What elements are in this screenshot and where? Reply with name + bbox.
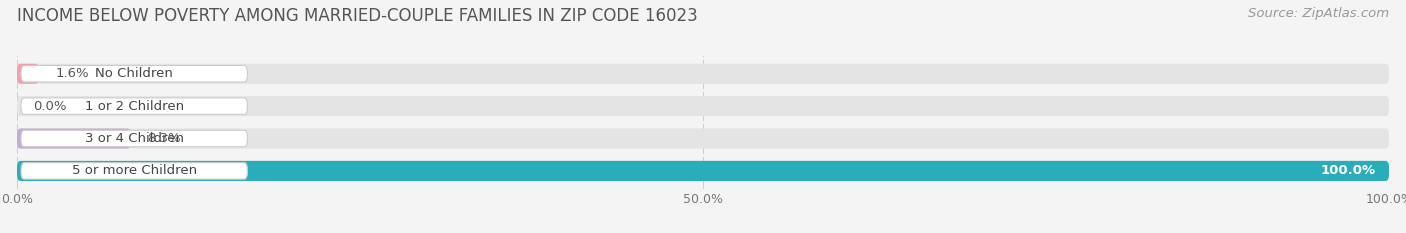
FancyBboxPatch shape (21, 130, 247, 147)
FancyBboxPatch shape (17, 64, 1389, 84)
FancyBboxPatch shape (17, 128, 131, 149)
FancyBboxPatch shape (21, 65, 247, 82)
FancyBboxPatch shape (17, 161, 1389, 181)
FancyBboxPatch shape (17, 161, 1389, 181)
FancyBboxPatch shape (17, 96, 1389, 116)
FancyBboxPatch shape (21, 98, 247, 114)
Text: 8.3%: 8.3% (148, 132, 181, 145)
FancyBboxPatch shape (17, 64, 39, 84)
Text: 100.0%: 100.0% (1320, 164, 1375, 177)
Text: 5 or more Children: 5 or more Children (72, 164, 197, 177)
FancyBboxPatch shape (21, 163, 247, 179)
Text: Source: ZipAtlas.com: Source: ZipAtlas.com (1249, 7, 1389, 20)
Text: No Children: No Children (96, 67, 173, 80)
FancyBboxPatch shape (17, 128, 1389, 149)
Text: 1 or 2 Children: 1 or 2 Children (84, 100, 184, 113)
Text: 3 or 4 Children: 3 or 4 Children (84, 132, 184, 145)
Text: 1.6%: 1.6% (55, 67, 89, 80)
Text: 0.0%: 0.0% (34, 100, 67, 113)
Text: INCOME BELOW POVERTY AMONG MARRIED-COUPLE FAMILIES IN ZIP CODE 16023: INCOME BELOW POVERTY AMONG MARRIED-COUPL… (17, 7, 697, 25)
